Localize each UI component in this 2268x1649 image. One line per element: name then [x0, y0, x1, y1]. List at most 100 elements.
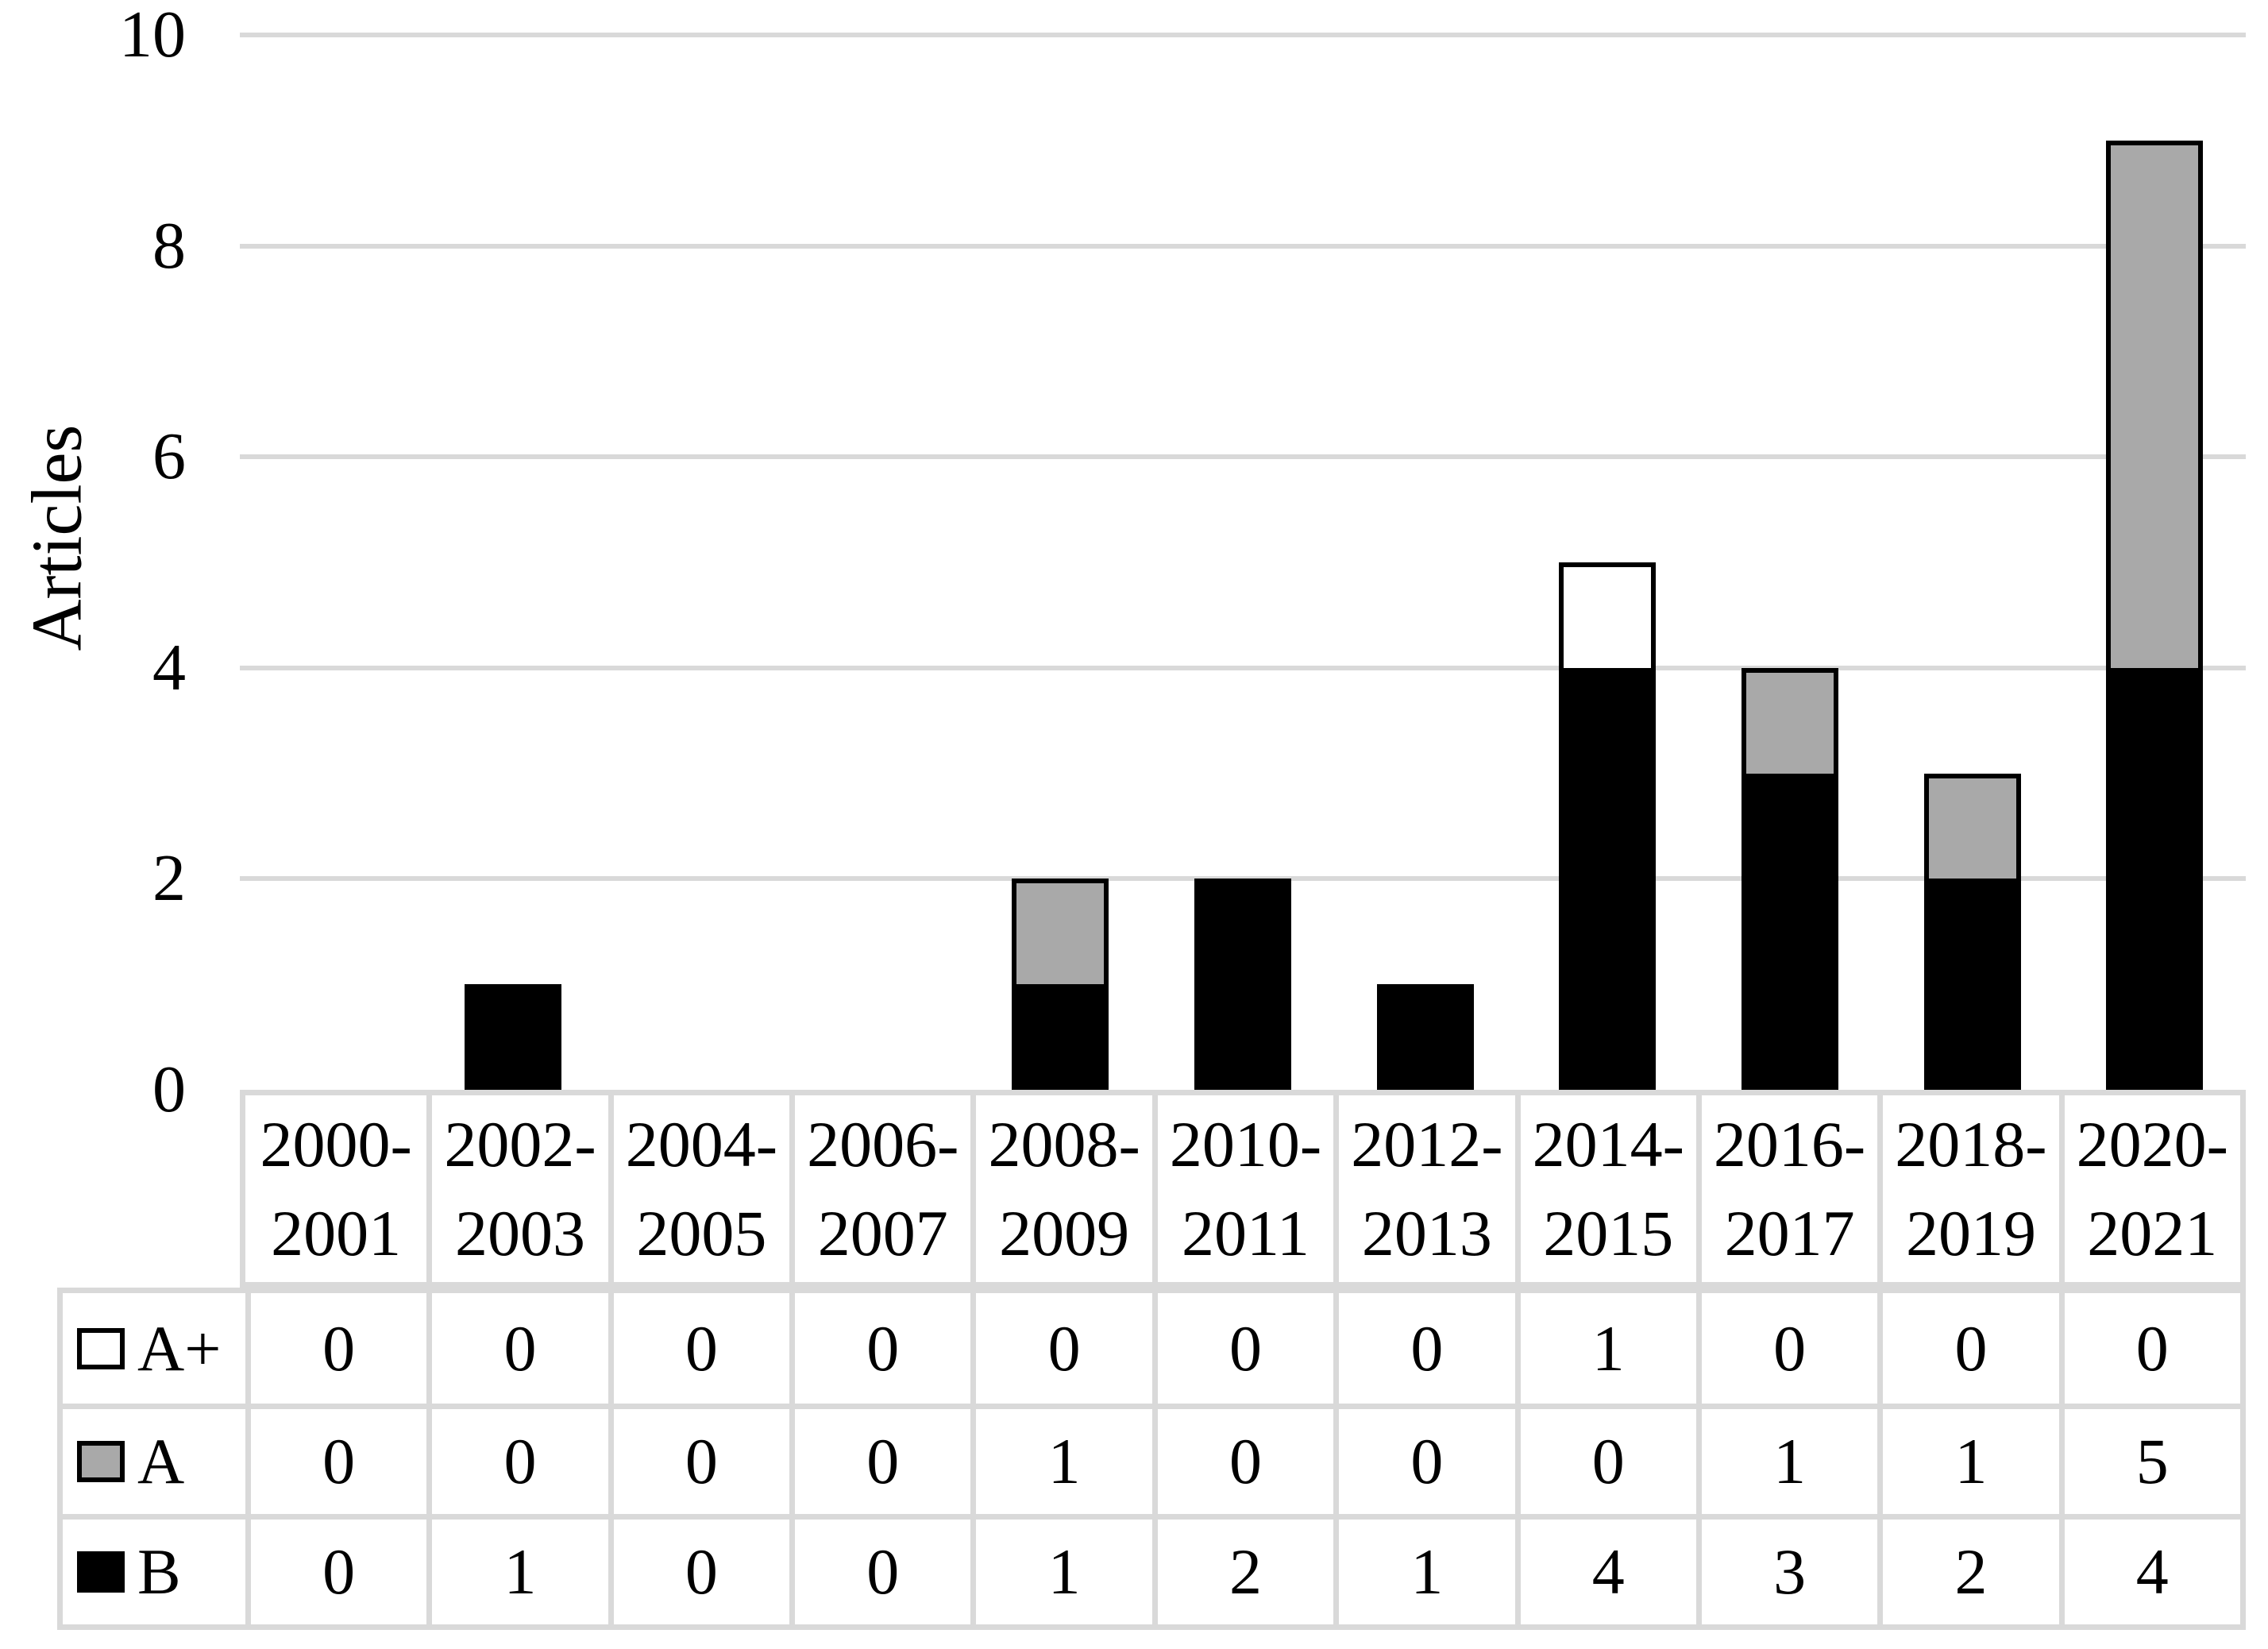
legend-swatch-A+	[77, 1327, 125, 1369]
table-value-B-2008-2009: 1	[970, 1514, 1152, 1624]
table-value-A-2004-2005: 0	[608, 1404, 790, 1514]
legend-item-B: B	[63, 1514, 245, 1624]
table-value-A-2006-2007: 0	[789, 1404, 971, 1514]
category-header-line: 2006-	[807, 1107, 959, 1180]
category-header-line: 2003	[455, 1196, 586, 1269]
table-value-A+-2010-2011: 0	[1151, 1293, 1333, 1404]
legend-swatch-A	[77, 1441, 125, 1482]
table-value-B-2002-2003: 1	[426, 1514, 608, 1624]
table-value-A+-2002-2003: 0	[426, 1293, 608, 1404]
legend-label-A: A	[137, 1425, 185, 1497]
table-value-A-2012-2013: 0	[1333, 1404, 1515, 1514]
gridline-y-10	[240, 33, 2246, 37]
y-tick-label-2: 2	[152, 841, 186, 916]
bar-segment-B-2012-2013	[1376, 984, 1474, 1090]
category-header-2008-2009: 2008- 2009	[970, 1095, 1151, 1282]
category-header-line: 2014-	[1532, 1107, 1684, 1180]
category-header-line: 2001	[271, 1196, 402, 1269]
table-value-A-2000-2001: 0	[245, 1404, 427, 1514]
y-tick-label-6: 6	[152, 419, 186, 494]
gridline-y-6	[240, 454, 2246, 460]
table-value-A+-2016-2017: 0	[1695, 1293, 1877, 1404]
table-value-B-2012-2013: 1	[1333, 1514, 1515, 1624]
table-value-A-2014-2015: 0	[1514, 1404, 1696, 1514]
y-tick-label-4: 4	[152, 630, 186, 705]
bar-segment-B-2008-2009	[1012, 984, 1109, 1090]
table-value-B-2010-2011: 2	[1151, 1514, 1334, 1624]
bar-segment-A-2008-2009	[1012, 879, 1109, 990]
legend-label-B: B	[137, 1535, 181, 1608]
gridline-y-4	[240, 665, 2246, 670]
category-header-2018-2019: 2018- 2019	[1877, 1095, 2058, 1282]
category-header-line: 2019	[1905, 1196, 2036, 1269]
bar-segment-B-2014-2015	[1559, 667, 1657, 1090]
category-header-line: 2000-	[260, 1107, 412, 1180]
bar-segment-A+-2014-2015	[1559, 562, 1657, 673]
bar-segment-A-2020-2021	[2106, 140, 2204, 673]
y-tick-label-0: 0	[152, 1052, 186, 1126]
table-value-B-2004-2005: 0	[608, 1514, 790, 1624]
legend-swatch-B	[77, 1551, 125, 1593]
bar-segment-A-2018-2019	[1923, 773, 2021, 884]
table-category-header-row: 2000- 2001 2002- 2003 2004- 2005 2006- 2007 2008…	[240, 1090, 2246, 1288]
table-value-A-2008-2009: 1	[970, 1404, 1152, 1514]
category-header-2010-2011: 2010- 2011	[1151, 1095, 1333, 1282]
table-value-B-2016-2017: 3	[1695, 1514, 1878, 1624]
category-header-line: 2017	[1724, 1196, 1855, 1269]
category-header-line: 2016-	[1713, 1107, 1866, 1180]
category-header-line: 2002-	[444, 1107, 596, 1180]
category-header-2020-2021: 2020- 2021	[2058, 1095, 2240, 1282]
category-header-2016-2017: 2016- 2017	[1695, 1095, 1877, 1282]
category-header-2004-2005: 2004- 2005	[608, 1095, 789, 1282]
table-value-B-2006-2007: 0	[789, 1514, 971, 1624]
category-header-line: 2010-	[1169, 1107, 1322, 1180]
category-header-line: 2012-	[1351, 1107, 1503, 1180]
table-value-A+-2014-2015: 1	[1514, 1293, 1696, 1404]
category-header-line: 2008-	[988, 1107, 1140, 1180]
category-header-line: 2005	[636, 1196, 767, 1269]
table-value-B-2018-2019: 2	[1877, 1514, 2059, 1624]
y-axis-title: Articles	[17, 424, 97, 651]
table-value-A+-2020-2021: 0	[2058, 1293, 2240, 1404]
category-header-line: 2021	[2087, 1196, 2218, 1269]
category-header-line: 2015	[1543, 1196, 1674, 1269]
bar-segment-B-2016-2017	[1741, 773, 1838, 1090]
bar-segment-B-2010-2011	[1194, 879, 1291, 1090]
table-value-A-2018-2019: 1	[1877, 1404, 2059, 1514]
table-value-A-2020-2021: 5	[2058, 1404, 2240, 1514]
y-axis: Articles 0 2 4 6 8 10	[0, 0, 240, 1128]
bar-segment-B-2002-2003	[465, 984, 562, 1090]
bar-segment-B-2018-2019	[1923, 879, 2021, 1090]
category-header-2012-2013: 2012- 2013	[1333, 1095, 1514, 1282]
table-value-A+-2006-2007: 0	[789, 1293, 970, 1404]
table-value-B-2014-2015: 4	[1514, 1514, 1696, 1624]
category-header-line: 2009	[999, 1196, 1130, 1269]
table-value-B-2020-2021: 4	[2058, 1514, 2240, 1624]
table-value-A+-2000-2001: 0	[245, 1293, 426, 1404]
table-value-A+-2004-2005: 0	[608, 1293, 789, 1404]
y-tick-label-10: 10	[119, 0, 186, 71]
gridline-y-2	[240, 876, 2246, 882]
table-value-A-2016-2017: 1	[1695, 1404, 1878, 1514]
table-value-A+-2012-2013: 0	[1333, 1293, 1514, 1404]
category-header-line: 2011	[1182, 1196, 1310, 1269]
category-header-2002-2003: 2002- 2003	[426, 1095, 608, 1282]
category-header-2000-2001: 2000- 2001	[245, 1095, 426, 1282]
legend-label-A+: A+	[137, 1311, 222, 1384]
data-table: A+ 0 0 0 0 0 0 0 1 0 0 0 A 0 0 0 0 1 0 0 0 1 1 5 B 0 1 0 0 1 2 1 4 3 2 4	[57, 1288, 2246, 1630]
category-header-line: 2018-	[1895, 1107, 2047, 1180]
category-header-2014-2015: 2014- 2015	[1514, 1095, 1696, 1282]
table-value-A+-2008-2009: 0	[970, 1293, 1151, 1404]
table-value-A-2010-2011: 0	[1151, 1404, 1334, 1514]
legend-item-A: A	[63, 1404, 245, 1514]
bar-segment-B-2020-2021	[2106, 667, 2204, 1090]
table-value-A-2002-2003: 0	[426, 1404, 608, 1514]
plot-area	[240, 0, 2246, 1090]
legend-item-A+: A+	[63, 1293, 245, 1404]
bar-segment-A-2016-2017	[1741, 667, 1838, 778]
category-header-2006-2007: 2006- 2007	[789, 1095, 970, 1282]
category-header-line: 2007	[817, 1196, 948, 1269]
category-header-line: 2004-	[625, 1107, 778, 1180]
table-value-A+-2018-2019: 0	[1877, 1293, 2058, 1404]
